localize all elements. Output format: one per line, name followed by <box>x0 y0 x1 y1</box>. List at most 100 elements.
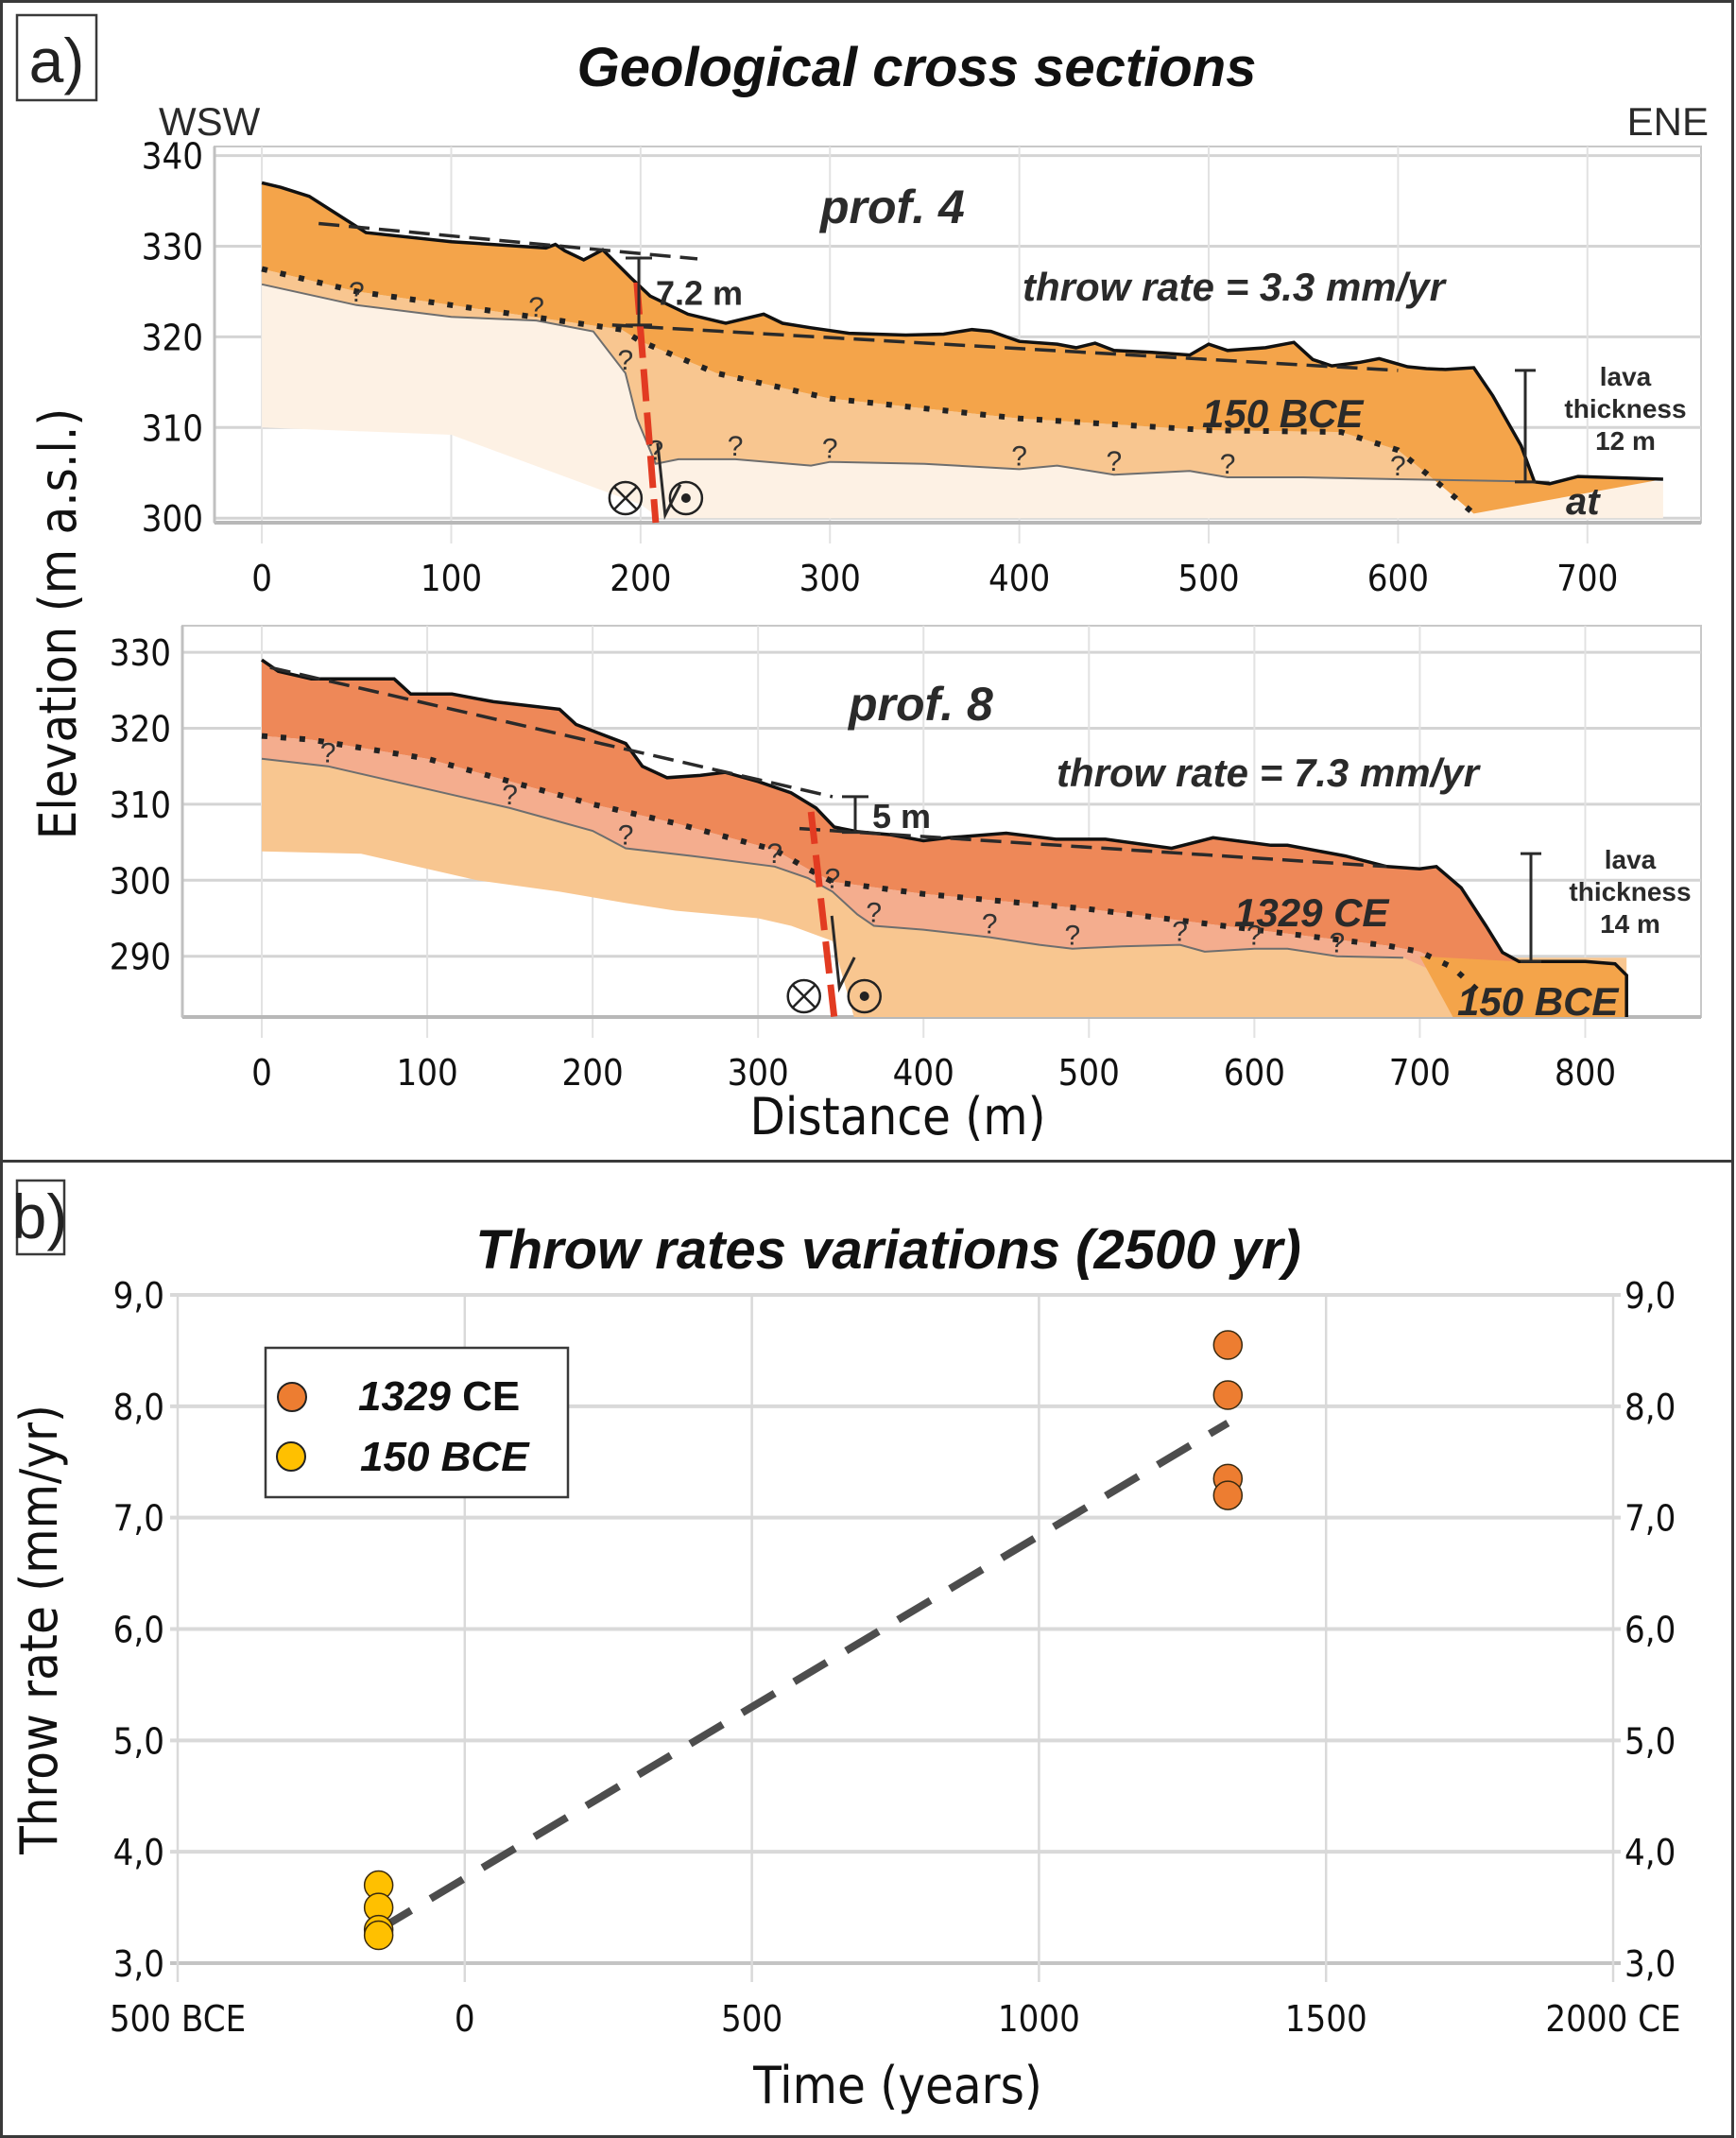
lava-unit-label: 150 BCE <box>1202 391 1365 436</box>
throw-value-label: 5 m <box>872 797 931 836</box>
lower-surface-fit-line <box>799 826 1387 869</box>
x-tick-label: 600 <box>1367 558 1429 599</box>
uncertain-contact-marker: ? <box>1172 917 1188 948</box>
y-tick-label: 330 <box>110 632 171 674</box>
throw-rate-scatter-chart: 3,0 3,0 4,0 4,0 5,0 5,0 6,0 6,0 7,0 7,0 8,0 8,0 9,0 9… <box>9 1275 1681 2115</box>
x-tick-label: 300 <box>799 558 861 599</box>
lava-thickness-label: lava <box>1605 845 1657 874</box>
y-tick-label: 300 <box>142 498 203 540</box>
uncertain-contact-marker: ? <box>349 277 365 308</box>
into-page-cross-icon <box>613 486 638 510</box>
lava-thickness-bracket <box>1515 369 1536 484</box>
x-tick-label: 1000 <box>998 1998 1080 2040</box>
x-tick-label: 500 <box>721 1998 782 2040</box>
throw-rate-annotation: throw rate = 3.3 mm/yr <box>1023 265 1448 309</box>
upper-surface-fit-line <box>318 221 698 261</box>
y2-tick-label: 3,0 <box>1624 1943 1676 1985</box>
lava-unit-label: 1329 CE <box>1234 890 1390 935</box>
into-page-cross-icon <box>791 984 816 1009</box>
x-tick-label: 500 <box>1058 1052 1120 1094</box>
upper-surface-fit-line <box>269 665 834 799</box>
out-of-page-icon <box>668 480 704 516</box>
topographic-surface-line <box>261 181 1663 486</box>
y-tick-label: 3,0 <box>113 1943 164 1985</box>
y-tick-label: 340 <box>142 136 203 178</box>
trend-line <box>376 1420 1230 1934</box>
uncertain-contact-marker: ? <box>822 434 838 465</box>
y-tick-label: 310 <box>110 785 171 826</box>
substrate-layer <box>262 758 1627 1017</box>
legend-label-1329ce-year: 1329 <box>358 1373 451 1420</box>
y2-tick-label: 6,0 <box>1624 1610 1676 1651</box>
y-tick-label: 4,0 <box>113 1832 164 1873</box>
panel-a-label-box <box>15 13 98 102</box>
panel-a-ylabel: Elevation (m a.s.l.) <box>28 408 88 840</box>
panel-b-label: b) <box>12 1181 68 1251</box>
fault-line <box>633 282 660 524</box>
direction-ene: ENE <box>1627 99 1709 144</box>
panel-b-title: Throw rates variations (2500 yr) <box>475 1219 1301 1281</box>
x-tick-label: 0 <box>251 1052 272 1094</box>
x-tick-label: 100 <box>396 1052 457 1094</box>
data-point-1329ce <box>1212 1330 1244 1360</box>
x-tick-label: 200 <box>610 558 671 599</box>
x-tick-label: 400 <box>988 558 1050 599</box>
y-tick-label: 320 <box>142 317 203 358</box>
x-tick-label: 1500 <box>1285 1998 1367 2040</box>
lava-150bce-wedge <box>1419 956 1627 1017</box>
legend-label-150bce: 150 BCE <box>360 1434 530 1480</box>
legend-box <box>264 1346 570 1499</box>
lava-base-dotted-line <box>261 733 1480 993</box>
substrate-layer <box>262 284 1663 523</box>
uncertain-contact-marker: ? <box>617 345 633 376</box>
x-tick-label: 200 <box>562 1052 624 1094</box>
lower-lava-unit-label: 150 BCE <box>1457 979 1620 1024</box>
y-tick-label: 320 <box>110 709 171 750</box>
y-axis-label: Throw rate (mm/yr) <box>9 1405 69 1855</box>
legend-label-1329ce-era: CE <box>451 1373 520 1420</box>
uncertain-contact-marker: ? <box>1390 451 1406 482</box>
uncertain-contact-marker: ? <box>1106 446 1122 477</box>
lava-thickness-label: 14 m <box>1600 909 1660 939</box>
lower-surface-fit-line <box>611 323 1399 372</box>
y-tick-label: 290 <box>110 937 171 978</box>
x-tick-label: 500 BCE <box>110 1998 246 2040</box>
profile-8-chart: 290 300 310 320 330 0 100 200 300 400 500 600 700 800… <box>110 625 1702 1094</box>
y2-tick-label: 7,0 <box>1624 1498 1676 1540</box>
x-tick-label: 500 <box>1177 558 1239 599</box>
panel-a-title: Geological cross sections <box>577 37 1257 98</box>
uncertain-contact-marker: ? <box>1011 440 1027 472</box>
uncertain-contact-marker: ? <box>320 738 336 769</box>
lava-thickness-label: lava <box>1600 362 1652 391</box>
throw-bracket <box>626 256 652 327</box>
legend-label-1329ce: 1329 CE <box>358 1373 520 1420</box>
uncertain-contact-marker: ? <box>1330 928 1346 959</box>
lava-thickness-label: 12 m <box>1595 426 1656 456</box>
panel-b-label-box <box>15 1179 66 1256</box>
y2-tick-label: 4,0 <box>1624 1832 1676 1873</box>
direction-wsw: WSW <box>159 99 261 144</box>
uncertain-contact-marker: ? <box>1220 449 1236 480</box>
topographic-surface-line <box>261 658 1628 1017</box>
x-tick-label: 700 <box>1389 1052 1451 1094</box>
uncertain-contact-marker: ? <box>825 863 841 894</box>
substrate-label: at <box>1566 481 1601 523</box>
profile-title: prof. 4 <box>818 181 965 233</box>
x-tick-label: 400 <box>893 1052 954 1094</box>
uncertain-contact-marker: ? <box>766 838 782 870</box>
into-page-icon <box>786 978 821 1014</box>
x-tick-label: 300 <box>728 1052 789 1094</box>
into-page-icon <box>608 480 644 516</box>
legend-marker-150bce <box>276 1441 306 1472</box>
x-axis-label: Time (years) <box>752 2056 1042 2115</box>
throw-value-label: 7.2 m <box>656 273 743 312</box>
intermediate-layer <box>262 268 1550 514</box>
out-of-page-dot-icon <box>680 493 691 503</box>
layer-contact-line <box>261 757 1403 959</box>
x-tick-label: 800 <box>1555 1052 1616 1094</box>
x-tick-label: 700 <box>1556 558 1618 599</box>
panel-a-label: a) <box>29 26 85 95</box>
y2-tick-label: 5,0 <box>1624 1720 1676 1762</box>
lava-thickness-bracket <box>1521 852 1541 963</box>
